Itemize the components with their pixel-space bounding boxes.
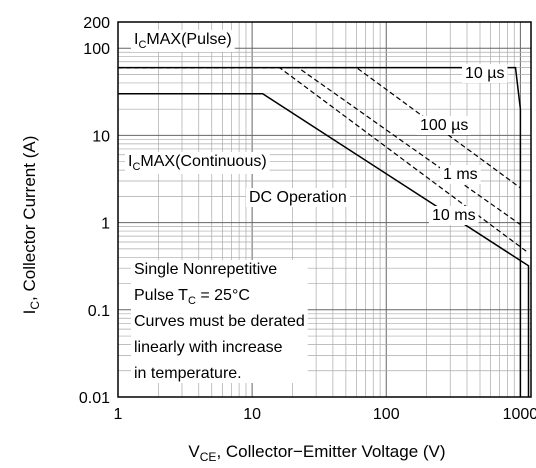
label-100us: 100 µs: [420, 117, 468, 134]
note-line: linearly with increase: [134, 339, 283, 356]
note-line: Single Nonrepetitive: [134, 261, 277, 278]
y-tick-label: 10: [92, 128, 110, 145]
series-line: [118, 66, 522, 397]
label-10us: 10 µs: [465, 65, 504, 82]
series-line: [118, 66, 529, 254]
y-tick-label: 1: [101, 216, 110, 233]
y-tick-label: 200: [83, 15, 110, 32]
label-background: [125, 152, 270, 174]
series-line: [118, 93, 530, 397]
x-tick-label: 1: [114, 406, 123, 423]
x-tick-label: 1000: [503, 406, 536, 423]
tick-labels: 1 10 100 1000 0.01 0.1 1 10 100 200: [79, 15, 536, 423]
label-background: [440, 165, 481, 184]
note-block: Single Nonrepetitive Pulse TC = 25°C Cur…: [134, 261, 305, 382]
label-10ms: 10 ms: [432, 207, 476, 224]
label-1ms: 1 ms: [443, 166, 478, 183]
x-axis-title: VCE, Collector−Emitter Voltage (V): [188, 442, 445, 464]
x-tick-label: 10: [243, 406, 261, 423]
icmax-continuous-label: ICMAX(Continuous): [128, 153, 267, 173]
icmax-pulse-label: ICMAX(Pulse): [134, 31, 232, 51]
y-tick-label: 0.1: [88, 303, 110, 320]
note-line: Curves must be derated: [134, 313, 305, 330]
y-tick-label: 0.01: [79, 390, 110, 407]
label-background: [131, 260, 308, 383]
note-line: in temperature.: [134, 365, 242, 382]
y-axis-title: IC, Collector Current (A): [20, 136, 42, 315]
label-background: [429, 206, 479, 225]
label-background: [131, 30, 235, 52]
dc-operation-label: DC Operation: [249, 189, 347, 206]
label-background: [417, 116, 472, 135]
plot-frame: [117, 21, 532, 398]
label-background: [462, 64, 508, 83]
note-line: Pulse TC = 25°C: [134, 287, 250, 307]
y-tick-label: 100: [83, 41, 110, 58]
label-backgrounds: [125, 30, 508, 383]
label-background: [246, 188, 350, 207]
x-tick-label: 100: [373, 406, 400, 423]
